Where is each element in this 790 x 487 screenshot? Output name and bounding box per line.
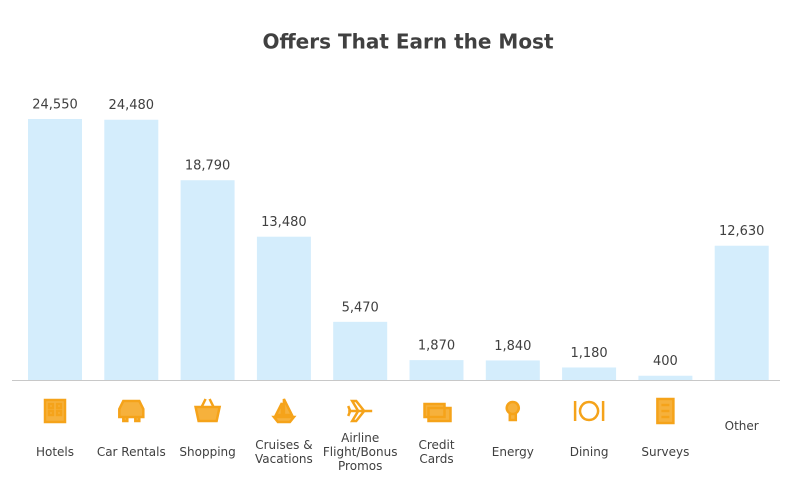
icon-shape <box>118 399 145 423</box>
value-label: 1,840 <box>494 339 531 354</box>
category-icon <box>656 397 675 425</box>
value-label: 18,790 <box>185 159 231 174</box>
bar <box>28 119 82 380</box>
value-label: 1,870 <box>418 339 455 354</box>
x-tick-label: Dining <box>569 445 609 459</box>
category-icon <box>505 400 520 422</box>
value-label: 1,180 <box>570 346 607 361</box>
bar <box>638 375 693 380</box>
icon-shape <box>656 397 675 425</box>
bar <box>333 321 388 380</box>
icon-shape <box>505 400 520 422</box>
bar <box>409 360 464 380</box>
category-icon <box>118 399 145 423</box>
category-icon <box>43 398 67 424</box>
value-label: 400 <box>653 354 678 369</box>
x-tick-label: Shopping <box>179 445 236 459</box>
category-icon <box>573 400 605 422</box>
x-tick-label: Energy <box>491 445 534 459</box>
bar <box>485 360 540 380</box>
icon-shape <box>423 402 452 423</box>
value-label: 24,550 <box>32 98 78 113</box>
bar <box>714 245 769 380</box>
bar <box>256 236 311 380</box>
category-icon <box>347 399 373 423</box>
icon-shape <box>43 398 67 424</box>
value-label: 24,480 <box>109 98 155 113</box>
icon-shape <box>573 400 605 422</box>
category-icon <box>271 398 297 424</box>
bar <box>562 367 617 380</box>
value-label: 12,630 <box>719 224 765 239</box>
x-tick-label: Car Rentals <box>96 445 166 459</box>
x-tick-label: Airline Flight/Bonus Promos <box>322 431 398 473</box>
icon-shape <box>271 398 297 424</box>
category-icon <box>194 398 222 423</box>
chart-title: Offers That Earn the Most <box>262 30 553 54</box>
x-tick-label: Credit Cards <box>418 438 455 466</box>
icon-shape <box>347 399 373 423</box>
value-label: 13,480 <box>261 215 307 230</box>
x-tick-label: Surveys <box>641 445 690 459</box>
x-tick-label: Cruises & Vacations <box>254 438 313 466</box>
icon-shape <box>194 398 222 423</box>
value-label: 5,470 <box>342 300 379 315</box>
bar <box>180 180 235 380</box>
category-icon <box>423 402 452 423</box>
x-tick-label: Hotels <box>35 445 75 459</box>
x-tick-label: Other <box>724 419 759 433</box>
bar <box>104 119 159 380</box>
